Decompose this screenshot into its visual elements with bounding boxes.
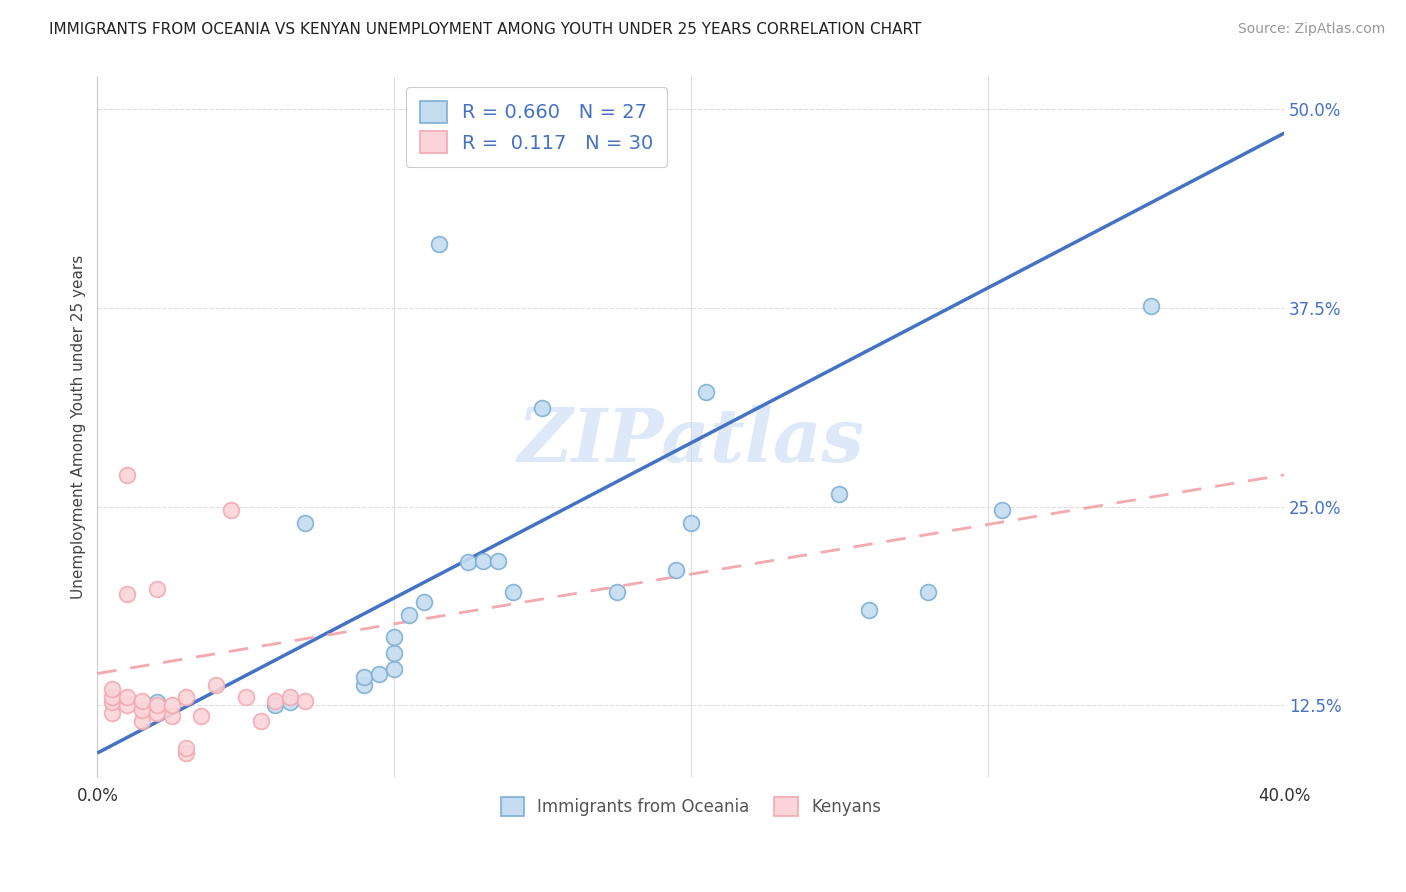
Point [679,516,702,530]
Point [264,698,287,713]
Text: IMMIGRANTS FROM OCEANIA VS KENYAN UNEMPLOYMENT AMONG YOUTH UNDER 25 YEARS CORREL: IMMIGRANTS FROM OCEANIA VS KENYAN UNEMPL… [49,22,921,37]
Point [190,709,212,723]
Point [695,385,717,400]
Legend: Immigrants from Oceania, Kenyans: Immigrants from Oceania, Kenyans [492,789,890,824]
Point [115,587,138,601]
Point [368,666,391,681]
Point [249,714,271,729]
Point [176,746,198,760]
Point [264,693,287,707]
Point [858,603,880,617]
Text: Source: ZipAtlas.com: Source: ZipAtlas.com [1237,22,1385,37]
Point [115,690,138,705]
Point [145,582,167,597]
Point [101,706,124,721]
Y-axis label: Unemployment Among Youth under 25 years: Unemployment Among Youth under 25 years [72,255,86,599]
Point [278,690,301,705]
Point [382,662,405,676]
Point [145,706,167,721]
Point [531,401,554,415]
Point [219,503,242,517]
Point [991,503,1014,517]
Point [115,467,138,482]
Point [145,695,167,709]
Point [160,698,183,713]
Point [472,554,495,568]
Point [427,237,450,252]
Point [294,693,316,707]
Point [1139,299,1161,313]
Point [412,595,434,609]
Point [176,741,198,756]
Point [176,690,198,705]
Point [665,563,688,577]
Point [145,698,167,713]
Point [486,554,509,568]
Point [115,698,138,713]
Point [828,487,851,501]
Point [353,670,375,684]
Point [278,695,301,709]
Point [457,555,479,569]
Point [398,607,420,622]
Point [368,833,391,847]
Point [101,695,124,709]
Point [101,682,124,697]
Point [339,794,361,808]
Point [160,709,183,723]
Point [353,809,375,823]
Point [294,516,316,530]
Text: ZIPatlas: ZIPatlas [517,405,865,477]
Point [502,585,524,599]
Point [131,714,153,729]
Point [382,630,405,644]
Point [101,690,124,705]
Point [382,646,405,660]
Point [353,678,375,692]
Point [131,693,153,707]
Point [235,690,257,705]
Point [205,678,228,692]
Point [131,703,153,717]
Point [917,585,939,599]
Point [606,585,628,599]
